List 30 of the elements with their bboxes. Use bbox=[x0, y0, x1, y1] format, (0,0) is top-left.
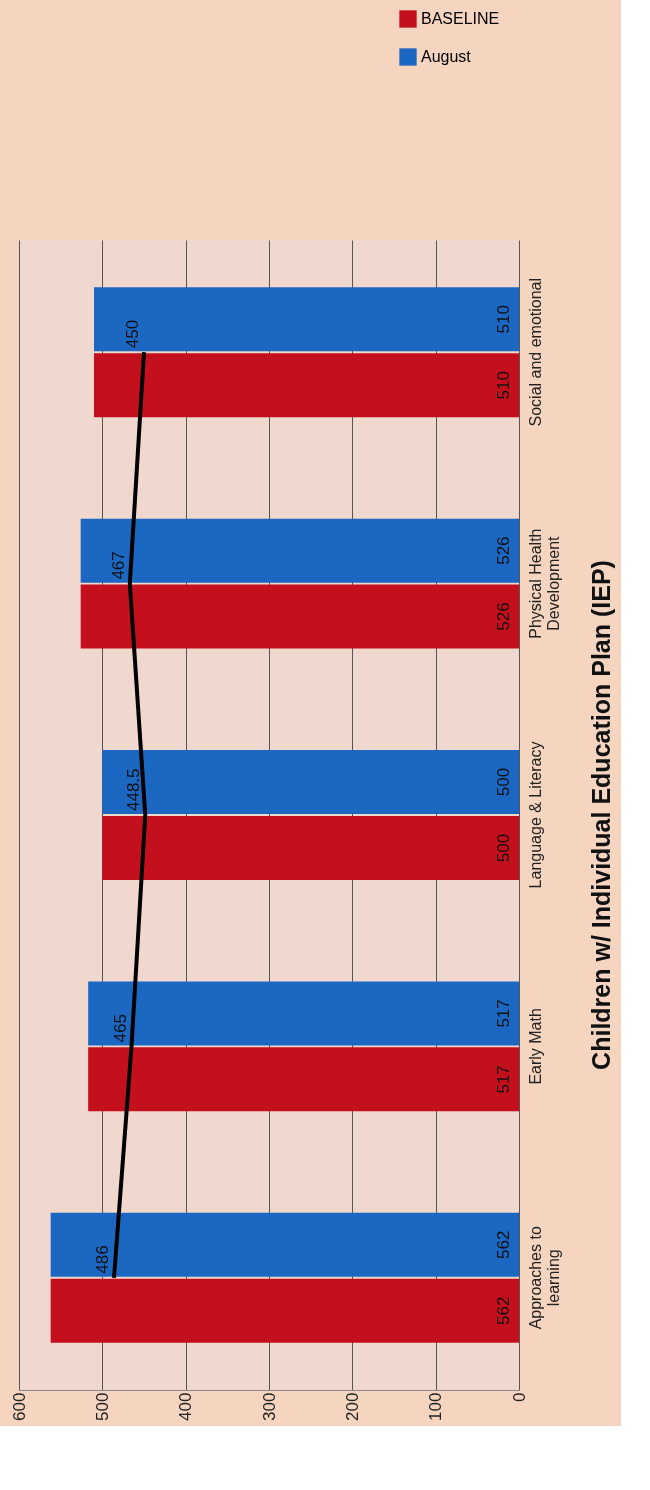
legend-label: August bbox=[421, 48, 472, 65]
data-label: 510 bbox=[494, 371, 513, 400]
y-tick-label: Language & Literacy bbox=[526, 741, 544, 889]
data-label: 517 bbox=[494, 999, 513, 1028]
data-label: 467 bbox=[108, 551, 128, 580]
data-label: 500 bbox=[494, 833, 513, 863]
y-tick-label: Approaches to learning bbox=[526, 1226, 562, 1330]
x-tick-label: 600 bbox=[9, 1392, 29, 1421]
x-tick-label: 200 bbox=[342, 1392, 362, 1421]
data-label: 526 bbox=[494, 536, 513, 565]
x-tick-label: 500 bbox=[92, 1392, 112, 1421]
x-tick-label: 400 bbox=[176, 1392, 196, 1421]
legend-label: BASELINE bbox=[421, 10, 500, 27]
text: Children w/ Individual Education Plan (IEP) bbox=[587, 560, 615, 1070]
data-label: 448.5 bbox=[124, 768, 144, 811]
y-tick-label: Physical Health Development bbox=[526, 528, 562, 639]
x-tick-label: 0 bbox=[509, 1392, 529, 1402]
data-label: 526 bbox=[494, 602, 513, 631]
y-tick-label: Early Math bbox=[526, 1008, 544, 1085]
x-tick-label: 300 bbox=[259, 1392, 279, 1421]
data-label: 500 bbox=[494, 767, 513, 797]
data-label: 450 bbox=[123, 319, 142, 349]
data-label: 510 bbox=[494, 305, 513, 334]
data-label: 465 bbox=[110, 1014, 130, 1043]
data-label: 486 bbox=[93, 1245, 112, 1274]
data-label: 562 bbox=[494, 1296, 513, 1325]
x-tick-label: 100 bbox=[426, 1392, 446, 1421]
y-tick-label: Social and emotional bbox=[526, 277, 544, 427]
data-label: 517 bbox=[494, 1065, 513, 1094]
data-label: 562 bbox=[494, 1230, 513, 1259]
